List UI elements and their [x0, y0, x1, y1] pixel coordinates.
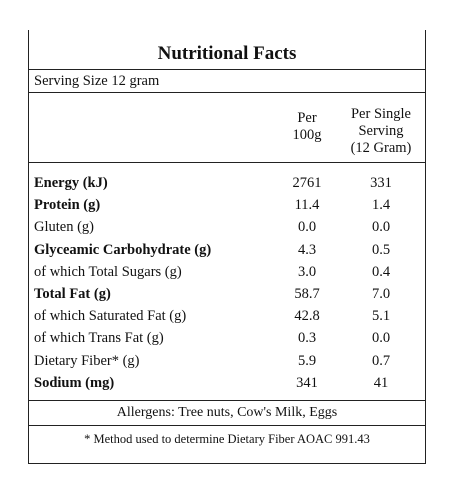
nutrient-label: Total Fat (g): [34, 285, 111, 302]
footnote-text: * Method used to determine Dietary Fiber…: [84, 432, 370, 446]
value-per-serving: 0.7: [371, 352, 391, 369]
value-per-100g: 0.3: [297, 330, 317, 347]
nutrient-label: of which Saturated Fat (g): [34, 308, 187, 325]
table-row: of which Trans Fat (g) 0.3 0.0: [29, 327, 425, 349]
table-row: of which Total Sugars (g) 3.0 0.4: [29, 261, 425, 283]
value-per-100g: 58.7: [294, 285, 320, 302]
value-per-serving: 331: [370, 175, 392, 191]
table-row: Total Fat (g) 58.7 7.0: [29, 283, 425, 305]
table-row: Protein (g) 11.4 1.4: [29, 194, 425, 216]
nutrient-label: Sodium (mg): [34, 374, 115, 391]
nutrient-table: Energy (kJ) 2761 331 Protein (g) 11.4 1.4 Glut…: [29, 172, 425, 394]
value-per-100g: 2761: [292, 175, 322, 191]
table-row: of which Saturated Fat (g) 42.8 5.1: [29, 305, 425, 327]
divider: [29, 92, 425, 93]
nutrient-label: of which Trans Fat (g): [34, 330, 164, 347]
value-per-serving: 7.0: [371, 285, 391, 302]
nutrient-label: Protein (g): [34, 197, 101, 214]
column-header-line: Per Single: [350, 106, 411, 122]
divider: [29, 400, 425, 401]
table-row: Glyceamic Carbohydrate (g) 4.3 0.5: [29, 239, 425, 261]
divider: [29, 162, 425, 163]
column-header-line: (12 Gram): [350, 140, 412, 156]
value-per-100g: 42.8: [294, 308, 320, 325]
value-per-serving: 0.5: [371, 241, 391, 258]
nutrient-label: Energy (kJ): [34, 175, 108, 191]
serving-size: Serving Size 12 gram: [34, 73, 160, 89]
nutrient-label: Dietary Fiber* (g): [34, 352, 140, 369]
value-per-serving: 5.1: [371, 308, 391, 325]
nutrient-label: Glyceamic Carbohydrate (g): [34, 241, 212, 258]
column-header-per-serving: Per Single Serving (12 Gram): [341, 106, 421, 157]
table-row: Sodium (mg) 341 41: [29, 372, 425, 394]
column-header-line: Serving: [358, 123, 404, 139]
value-per-100g: 3.0: [297, 263, 317, 280]
column-header-per-100g: Per 100g: [277, 110, 337, 144]
value-per-serving: 41: [373, 374, 389, 391]
divider: [29, 69, 425, 70]
value-per-serving: 0.0: [371, 219, 391, 236]
column-header-line: Per: [297, 110, 317, 126]
value-per-100g: 0.0: [297, 219, 317, 236]
value-per-serving: 0.0: [371, 330, 391, 347]
value-per-100g: 341: [296, 374, 318, 391]
column-header-line: 100g: [292, 127, 322, 143]
table-row: Gluten (g) 0.0 0.0: [29, 216, 425, 238]
nutrition-facts-panel: Nutritional Facts Serving Size 12 gram P…: [28, 30, 426, 464]
value-per-100g: 4.3: [297, 241, 317, 258]
nutrient-label: Gluten (g): [34, 219, 94, 236]
nutrient-label: of which Total Sugars (g): [34, 263, 182, 280]
value-per-100g: 11.4: [294, 197, 320, 214]
panel-title: Nutritional Facts: [157, 43, 297, 64]
value-per-100g: 5.9: [297, 352, 317, 369]
allergens-text: Allergens: Tree nuts, Cow's Milk, Eggs: [116, 405, 338, 420]
divider: [29, 425, 425, 426]
table-row: Energy (kJ) 2761 331: [29, 172, 425, 194]
table-row: Dietary Fiber* (g) 5.9 0.7: [29, 350, 425, 372]
value-per-serving: 0.4: [371, 263, 391, 280]
value-per-serving: 1.4: [371, 197, 391, 214]
